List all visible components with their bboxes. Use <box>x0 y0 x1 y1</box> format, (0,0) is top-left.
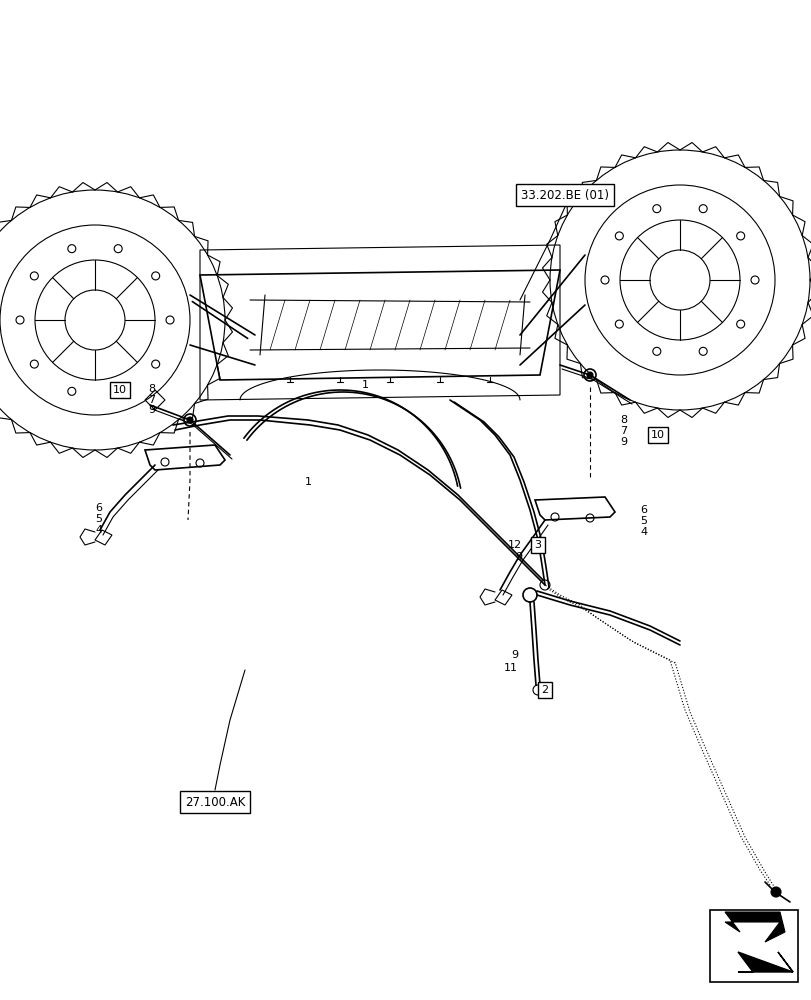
Text: 10: 10 <box>113 385 127 395</box>
Text: 3: 3 <box>534 540 541 550</box>
Text: 9: 9 <box>510 650 517 660</box>
Circle shape <box>586 372 592 378</box>
Circle shape <box>187 417 193 423</box>
Text: 11: 11 <box>504 663 517 673</box>
Text: 5: 5 <box>639 516 646 526</box>
Bar <box>709 910 797 982</box>
Text: 8: 8 <box>620 415 626 425</box>
Text: 1: 1 <box>361 380 368 390</box>
Text: 9: 9 <box>514 552 521 562</box>
Text: 6: 6 <box>95 503 102 513</box>
Text: 12: 12 <box>507 540 521 550</box>
Text: 9: 9 <box>620 437 626 447</box>
Text: 7: 7 <box>148 395 155 405</box>
Text: 1: 1 <box>304 477 311 487</box>
Polygon shape <box>724 912 784 942</box>
Text: 8: 8 <box>148 384 155 394</box>
Text: 4: 4 <box>639 527 646 537</box>
Text: 6: 6 <box>639 505 646 515</box>
Circle shape <box>770 887 780 897</box>
Text: 4: 4 <box>95 525 102 535</box>
Polygon shape <box>737 952 792 972</box>
Text: 27.100.AK: 27.100.AK <box>185 795 245 808</box>
Text: 10: 10 <box>650 430 664 440</box>
Text: 5: 5 <box>95 514 102 524</box>
Text: 2: 2 <box>541 685 548 695</box>
Text: 33.202.BE (01): 33.202.BE (01) <box>521 189 608 202</box>
Text: 9: 9 <box>148 405 155 415</box>
FancyArrowPatch shape <box>192 302 247 338</box>
Text: 7: 7 <box>620 426 626 436</box>
